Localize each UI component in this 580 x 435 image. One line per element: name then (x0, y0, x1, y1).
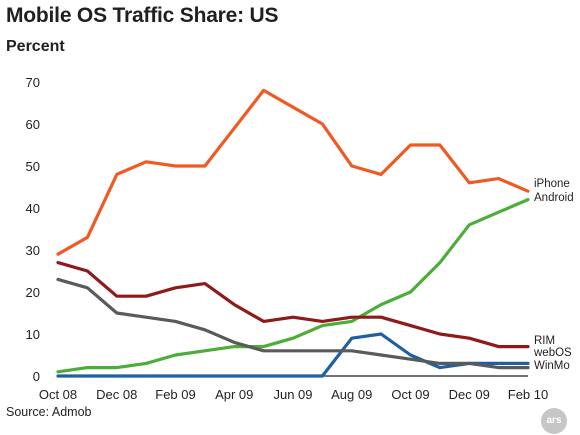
series-label-rim: RIM (534, 335, 555, 347)
series-line-winmo (56, 277, 530, 370)
series-line-rim (56, 261, 530, 349)
y-tick-label: 20 (26, 285, 40, 300)
y-tick-label: 70 (26, 75, 40, 90)
y-tick-label: 40 (26, 201, 40, 216)
ars-logo: ars (541, 408, 567, 434)
series-line-iphone (56, 88, 530, 256)
x-tick-label: Aug 09 (331, 387, 372, 402)
chart-title: Mobile OS Traffic Share: US (6, 4, 279, 27)
x-tick-label: Dec 09 (449, 387, 490, 402)
x-tick-label: Feb 09 (155, 387, 195, 402)
x-tick-label: Apr 09 (215, 387, 253, 402)
y-tick-label: 10 (26, 327, 40, 342)
series-label-winmo: WinMo (534, 360, 570, 372)
series-label-iphone: iPhone (534, 178, 570, 190)
chart-ylabel: Percent (6, 38, 65, 55)
series-line-android (56, 198, 530, 374)
chart-source: Source: Admob (6, 405, 92, 419)
x-tick-label: Dec 08 (96, 387, 137, 402)
x-tick-label: Oct 09 (391, 387, 429, 402)
series-label-android: Android (534, 192, 574, 204)
series-label-webos: webOS (533, 347, 572, 359)
x-tick-label: Jun 09 (273, 387, 312, 402)
x-tick-label: Feb 10 (508, 387, 548, 402)
y-tick-label: 50 (26, 159, 40, 174)
series-line-webos (56, 332, 530, 378)
x-tick-label: Oct 08 (39, 387, 77, 402)
y-tick-label: 0 (33, 369, 40, 384)
y-tick-label: 60 (26, 117, 40, 132)
y-tick-label: 30 (26, 243, 40, 258)
